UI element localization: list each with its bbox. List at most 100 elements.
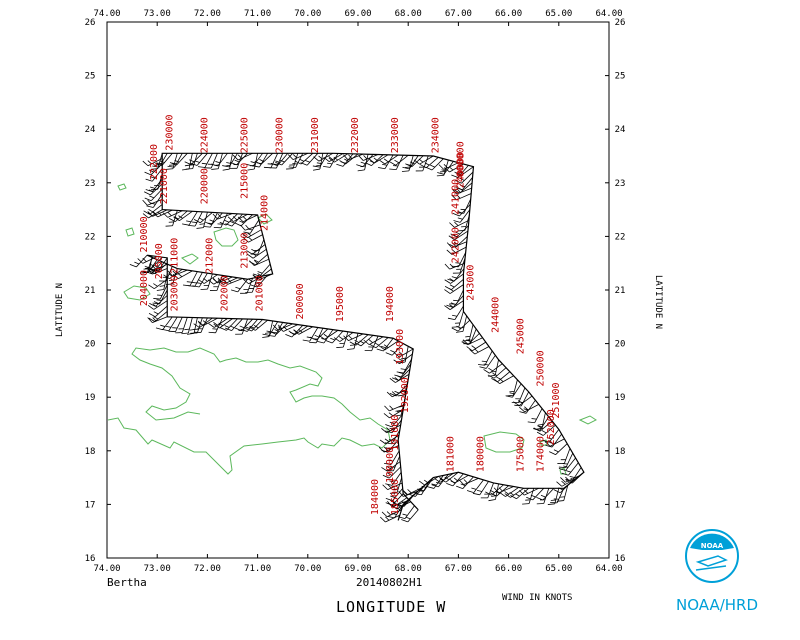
lat-tick-label: 21 — [85, 286, 96, 296]
wind-barb — [150, 173, 163, 191]
wind-barb — [203, 212, 218, 228]
time-labels: 230000 222000 224000 225000 230000 231000 2320… — [139, 114, 562, 515]
time-label: 221000 — [159, 168, 170, 204]
wind-barb — [162, 210, 183, 218]
wind-barb — [155, 316, 173, 331]
wind-barb — [519, 403, 539, 413]
wind-barb — [187, 272, 203, 287]
wind-barb — [385, 419, 402, 434]
wind-barb — [389, 477, 403, 494]
time-label: 222000 — [149, 144, 160, 180]
wind-barb — [385, 343, 404, 356]
time-label: 224000 — [199, 117, 210, 153]
wind-barb — [376, 337, 394, 352]
plot-frame — [106, 21, 610, 559]
lon-tick-label: 68.00 — [395, 564, 422, 574]
time-label: 211000 — [169, 238, 180, 274]
lat-tick-label: 18 — [85, 447, 96, 457]
lon-tick-label: 65.00 — [545, 564, 572, 574]
wind-barb — [323, 153, 339, 168]
wind-barb — [405, 155, 424, 168]
time-label: 174000 — [536, 436, 547, 472]
storm-name: Bertha — [107, 576, 147, 589]
wind-barb — [385, 472, 402, 486]
lat-tick-label: 26 — [615, 18, 626, 28]
time-label: 220000 — [199, 168, 210, 204]
time-label: 201000 — [255, 275, 266, 311]
lon-tick-label: 64.00 — [595, 564, 622, 574]
wind-barb — [229, 153, 248, 166]
lat-tick-label: 22 — [615, 232, 626, 242]
wind-barb — [499, 487, 519, 497]
time-label: 200000 — [295, 283, 306, 319]
wind-barb — [339, 153, 359, 165]
wind-barb — [527, 408, 543, 424]
wind-barb — [378, 154, 394, 170]
y-axis-title-right: LATITUDE N — [653, 275, 663, 329]
wind-barb — [148, 305, 168, 318]
wind-barb — [208, 318, 223, 334]
flight-id: 20140802H1 — [356, 576, 422, 589]
wind-barb — [401, 509, 419, 523]
time-label: 230000 — [275, 117, 286, 153]
lat-tick-label: 18 — [615, 447, 626, 457]
noaa-logo: NOAA — [685, 529, 739, 583]
wind-barb — [382, 466, 401, 479]
wind-barb — [444, 262, 465, 270]
wind-barb — [246, 153, 263, 167]
lat-tick-label: 19 — [615, 393, 626, 403]
lat-tick-label: 17 — [85, 500, 96, 510]
wind-barb — [161, 316, 178, 332]
time-label: 242000 — [450, 227, 461, 263]
wind-barb — [385, 414, 403, 428]
lat-tick-label: 22 — [85, 232, 96, 242]
time-label: 175000 — [516, 436, 527, 472]
wind-barb — [466, 479, 484, 493]
lon-tick-label: 71.00 — [244, 564, 271, 574]
lon-tick-label: 69.00 — [344, 564, 371, 574]
wind-barb — [262, 320, 274, 338]
wind-barb — [249, 319, 268, 331]
wind-barbs — [129, 152, 585, 523]
lon-tick-label: 72.00 — [194, 564, 221, 574]
wind-barb — [378, 445, 399, 453]
wind-barb — [325, 330, 344, 344]
wind-barb — [246, 244, 266, 255]
lat-tick-label: 16 — [615, 554, 626, 564]
lon-tick-label: 66.00 — [495, 564, 522, 574]
lon-tick-label: 74.00 — [93, 564, 120, 574]
wind-barb — [240, 278, 253, 294]
time-label: 252000 — [546, 409, 557, 445]
time-label: 204000 — [139, 270, 150, 306]
wind-barb — [193, 212, 213, 224]
wind-barb — [368, 154, 389, 164]
wind-barb — [427, 475, 444, 489]
wind-barb — [443, 163, 464, 173]
wind-barb — [494, 375, 514, 385]
wind-barb — [533, 420, 553, 432]
wind-barb — [181, 317, 193, 335]
wind-barb — [312, 153, 324, 171]
wind-barb — [451, 252, 467, 268]
wind-barb — [558, 457, 576, 471]
lon-tick-label: 65.00 — [545, 9, 572, 19]
wind-barb — [222, 278, 243, 285]
wind-barb — [446, 246, 467, 255]
wind-barb — [182, 271, 198, 287]
wind-barb — [513, 395, 533, 406]
lat-tick-label: 24 — [615, 125, 626, 135]
wind-barb — [142, 158, 163, 167]
wind-barb — [425, 158, 444, 171]
wind-barb — [235, 318, 248, 335]
wind-barb — [479, 355, 496, 369]
wind-barb — [456, 198, 472, 214]
wind-barb — [209, 275, 223, 291]
wind-barb — [336, 331, 349, 348]
wind-barb — [313, 152, 334, 162]
time-label: 212000 — [204, 238, 215, 274]
wind-barb — [227, 214, 248, 222]
wind-barb — [386, 456, 401, 472]
wind-barb — [144, 188, 163, 202]
svg-text:NOAA: NOAA — [701, 542, 724, 550]
